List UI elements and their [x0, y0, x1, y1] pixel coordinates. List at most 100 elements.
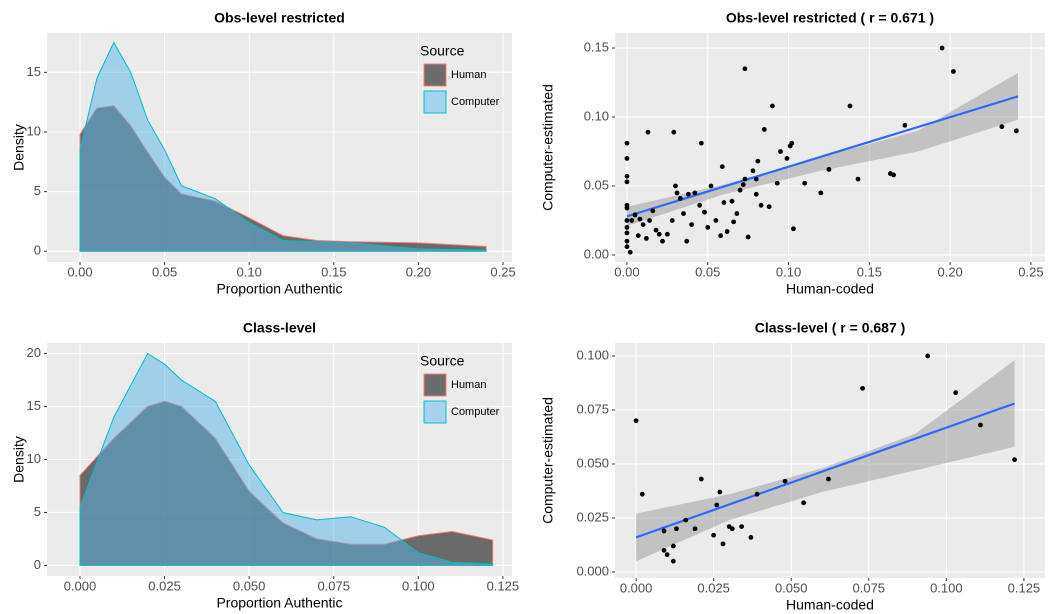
- y-tick-label: 0: [34, 243, 41, 258]
- point: [674, 526, 679, 532]
- point: [731, 219, 737, 225]
- point: [939, 45, 945, 51]
- x-tick-label: 0.20: [937, 264, 962, 279]
- point: [753, 176, 759, 182]
- point: [729, 526, 735, 532]
- point: [702, 209, 707, 215]
- x-tick-label: 0.000: [620, 580, 653, 595]
- x-tick-label: 0.25: [1018, 264, 1043, 279]
- confidence-band: [627, 72, 1018, 227]
- x-tick-label: 0.000: [64, 578, 97, 593]
- x-tick-label: 0.10: [776, 264, 801, 279]
- point: [742, 66, 748, 72]
- point: [729, 198, 735, 204]
- point: [681, 211, 686, 216]
- x-tick-label: 0.15: [857, 264, 882, 279]
- x-tick-label: 0.125: [487, 578, 520, 593]
- chart-title: Obs-level restricted: [214, 10, 345, 26]
- chart-title: Class-level: [243, 320, 316, 336]
- point: [670, 558, 676, 564]
- x-tick-label: 0.025: [697, 580, 730, 595]
- y-tick-label: 0.025: [576, 509, 609, 524]
- point: [826, 476, 831, 482]
- y-axis-title: Computer-estimated: [540, 84, 556, 211]
- point: [624, 218, 630, 223]
- y-tick-label: 0.05: [584, 177, 609, 192]
- y-axis-title: Computer-estimated: [540, 397, 556, 524]
- x-tick-label: 0.075: [317, 578, 350, 593]
- x-tick-label: 0.050: [233, 578, 266, 593]
- point: [950, 69, 956, 74]
- fit-line: [635, 402, 1015, 539]
- point: [656, 231, 662, 237]
- point: [748, 534, 754, 540]
- x-tick-label: 0.00: [614, 264, 639, 279]
- point: [718, 233, 724, 239]
- y-tick-label: 0: [34, 557, 41, 572]
- point: [761, 127, 767, 132]
- point: [720, 541, 726, 547]
- point: [978, 422, 983, 428]
- x-tick-label: 0.075: [853, 580, 886, 595]
- y-tick-label: 10: [27, 123, 41, 138]
- fit-line: [626, 95, 1019, 218]
- point: [740, 182, 746, 188]
- point: [670, 543, 676, 549]
- point: [624, 140, 630, 146]
- panel-background: [615, 343, 1045, 578]
- point: [674, 190, 680, 196]
- point: [721, 200, 727, 205]
- y-tick-label: 0.075: [576, 401, 609, 416]
- point: [754, 491, 760, 497]
- point: [708, 183, 714, 189]
- point: [1013, 128, 1019, 134]
- point: [624, 224, 630, 230]
- legend-title: Source: [420, 43, 465, 59]
- point: [692, 190, 698, 196]
- point: [782, 478, 788, 484]
- point: [902, 122, 908, 128]
- point: [774, 180, 780, 186]
- point: [683, 517, 689, 523]
- point: [717, 489, 723, 495]
- point: [745, 234, 751, 240]
- point: [661, 528, 667, 534]
- legend-label: Computer: [451, 96, 500, 108]
- y-axis-title: Density: [11, 124, 27, 171]
- point: [661, 547, 667, 553]
- point: [673, 183, 678, 189]
- x-tick-label: 0.10: [237, 264, 262, 279]
- point: [787, 143, 793, 149]
- point: [755, 158, 761, 164]
- point: [737, 187, 743, 193]
- x-axis-title: Human-coded: [786, 281, 874, 297]
- point: [713, 218, 719, 223]
- y-tick-label: 5: [34, 504, 41, 519]
- x-tick-label: 0.05: [152, 264, 177, 279]
- y-axis-title: Density: [11, 436, 27, 483]
- x-tick-label: 0.20: [406, 264, 431, 279]
- point: [742, 176, 748, 182]
- point: [826, 167, 832, 172]
- point: [698, 476, 704, 482]
- point: [632, 212, 638, 218]
- y-tick-label: 15: [27, 64, 41, 79]
- point: [719, 164, 725, 170]
- point: [653, 227, 659, 233]
- x-axis-title: Proportion Authentic: [216, 595, 342, 611]
- point: [684, 238, 690, 244]
- legend-label: Human: [451, 379, 486, 391]
- legend-label: Computer: [451, 406, 500, 418]
- point: [1012, 457, 1017, 463]
- point: [697, 202, 703, 208]
- x-tick-label: 0.100: [402, 578, 435, 593]
- point: [624, 205, 630, 211]
- x-tick-label: 0.15: [321, 264, 346, 279]
- point: [624, 179, 630, 185]
- x-tick-label: 0.050: [775, 580, 808, 595]
- point: [847, 103, 853, 109]
- point: [629, 218, 635, 223]
- point: [925, 353, 931, 359]
- point: [766, 204, 772, 210]
- point: [627, 249, 633, 255]
